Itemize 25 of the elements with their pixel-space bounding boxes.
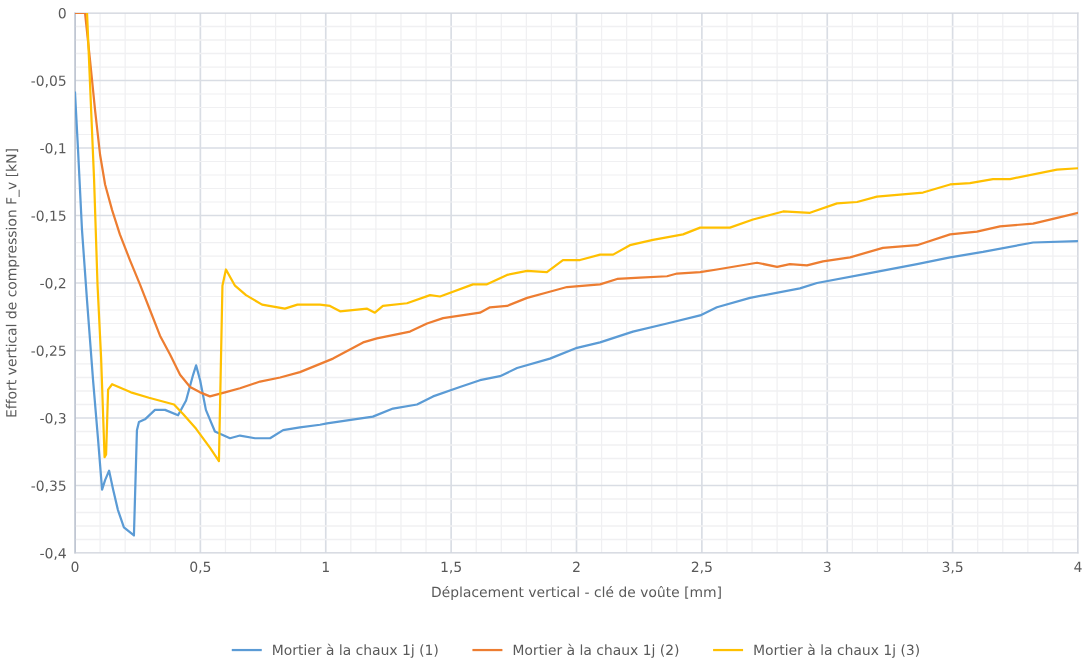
x-tick-label: 4 <box>1074 561 1082 572</box>
y-tick-label: -0,4 <box>40 547 66 560</box>
y-tick-label: -0,15 <box>31 210 66 223</box>
y-tick-label: -0,3 <box>40 412 66 425</box>
x-tick-label: 3 <box>823 561 831 573</box>
x-axis-title: Déplacement vertical - clé de voûte [mm] <box>432 585 721 600</box>
x-tick-label: 3,5 <box>942 561 963 574</box>
legend-label: Mortier à la chaux 1j (2) <box>513 643 679 658</box>
x-tick-label: 0,5 <box>190 561 211 574</box>
line-series <box>85 13 1078 463</box>
y-tick-label: -0,25 <box>31 345 66 358</box>
y-tick-label: -0,05 <box>31 75 66 88</box>
x-tick-label: 0 <box>71 561 79 573</box>
x-tick-label: 1 <box>322 561 329 572</box>
y-tick-label: -0,1 <box>40 142 66 155</box>
y-tick-label: -0,35 <box>31 480 66 493</box>
legend-label: Mortier à la chaux 1j (1) <box>273 643 438 658</box>
y-tick-label: -0,2 <box>40 277 66 290</box>
x-tick-label: 2,5 <box>691 561 712 574</box>
x-tick-label: 2 <box>573 561 580 572</box>
x-tick-label: 1,5 <box>441 561 461 574</box>
y-tick-label: 0 <box>58 7 66 19</box>
y-axis-title: Effort vertical de compression F_v [kN] <box>5 149 20 417</box>
legend-label: Mortier à la chaux 1j (3) <box>754 643 919 658</box>
line-series <box>75 91 1078 537</box>
